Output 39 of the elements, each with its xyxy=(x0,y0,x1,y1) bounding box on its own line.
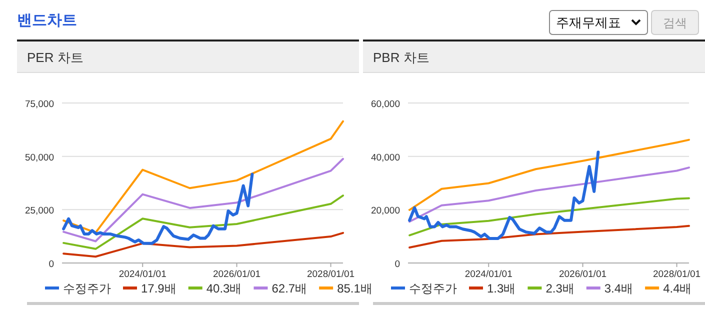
line-series xyxy=(62,120,344,234)
legend-label: 4.4배 xyxy=(663,282,692,296)
legend-label: 2.3배 xyxy=(546,282,574,296)
legend-label: 62.7배 xyxy=(272,282,308,296)
x-tick-label: 2024/01/01 xyxy=(464,269,512,280)
y-tick-label: 20,000 xyxy=(370,206,400,217)
legend-label: 85.1배 xyxy=(337,282,372,296)
text: 밴드차트 xyxy=(17,12,77,29)
x-tick-label: 2026/01/01 xyxy=(558,269,607,280)
line-series xyxy=(62,172,254,245)
y-tick-label: 75,000 xyxy=(24,99,54,110)
x-tick-label: 2028/01/01 xyxy=(306,269,355,280)
y-tick-label: 50,000 xyxy=(24,152,54,164)
line-series xyxy=(408,138,690,211)
y-tick-label: 0 xyxy=(48,259,54,270)
y-tick-label: 40,000 xyxy=(370,152,400,164)
line-series xyxy=(62,158,344,242)
text: 검색 xyxy=(663,16,687,30)
line-series xyxy=(408,197,690,236)
line-series xyxy=(62,194,344,250)
x-tick-label: 2028/01/01 xyxy=(652,269,701,280)
legend-label: 수정주가 xyxy=(409,282,457,296)
x-tick-label: 2026/01/01 xyxy=(212,269,261,280)
y-tick-label: 25,000 xyxy=(24,206,54,217)
chart-title: PER 차트 xyxy=(27,50,84,65)
line-series xyxy=(408,150,600,240)
y-tick-label: 0 xyxy=(394,259,400,270)
line-series xyxy=(62,232,344,258)
legend-label: 수정주가 xyxy=(63,282,111,296)
line-series xyxy=(408,166,690,223)
legend-label: 1.3배 xyxy=(487,282,516,296)
text: 주재무제표 xyxy=(556,15,621,30)
legend-label: 17.9배 xyxy=(141,282,176,296)
legend-label: 40.3배 xyxy=(206,282,242,296)
x-tick-label: 2024/01/01 xyxy=(118,269,166,280)
legend-label: 3.4배 xyxy=(604,282,634,296)
chart-title: PBR 차트 xyxy=(373,50,430,65)
line-series xyxy=(408,224,690,249)
y-tick-label: 60,000 xyxy=(370,99,400,110)
